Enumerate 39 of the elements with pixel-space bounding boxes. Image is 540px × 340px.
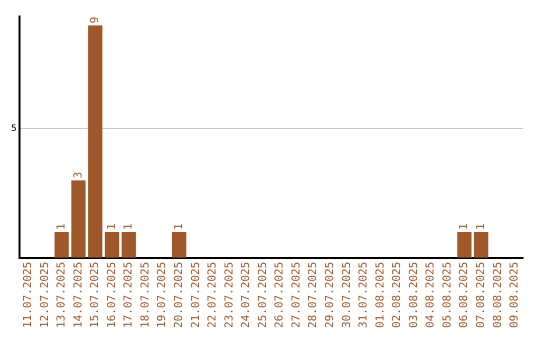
x-tick-label: 14.07.2025 <box>71 262 84 328</box>
data-label: 1 <box>457 223 470 230</box>
x-tick-label: 21.07.2025 <box>188 262 202 328</box>
x-tick-label: 25.07.2025 <box>256 262 269 328</box>
x-tick-label: 30.07.2025 <box>340 262 353 328</box>
x-tick-label: 19.07.2025 <box>155 262 168 328</box>
x-tick-label: 15.07.2025 <box>88 262 102 328</box>
x-tick-label: 31.07.2025 <box>356 262 370 328</box>
x-tick-label: 02.08.2025 <box>390 262 404 328</box>
data-label: 3 <box>71 172 84 178</box>
x-tick-label: 23.07.2025 <box>222 262 236 328</box>
x-tick-label: 17.07.2025 <box>122 262 135 328</box>
x-tick-label: 24.07.2025 <box>239 262 252 328</box>
y-tick-label: 5 <box>10 124 17 134</box>
x-tick-label: 09.08.2025 <box>508 262 521 328</box>
x-tick-label: 04.08.2025 <box>424 262 437 328</box>
data-label: 1 <box>122 223 135 230</box>
data-label: 1 <box>54 223 68 230</box>
x-tick-label: 18.07.2025 <box>138 262 152 328</box>
x-tick-label: 29.07.2025 <box>322 262 336 328</box>
x-tick-label: 05.08.2025 <box>440 262 454 328</box>
x-tick-label: 07.08.2025 <box>474 262 487 328</box>
x-tick-label: 16.07.2025 <box>104 262 118 328</box>
x-tick-label: 11.07.2025 <box>20 262 34 328</box>
x-tick-label: 08.08.2025 <box>490 262 504 328</box>
data-label: 1 <box>474 223 487 230</box>
x-tick-label: 06.08.2025 <box>457 262 470 328</box>
data-label: 1 <box>104 223 118 230</box>
data-label: 9 <box>88 16 102 24</box>
x-tick-label: 26.07.2025 <box>272 262 286 328</box>
x-tick-label: 01.08.2025 <box>373 262 386 328</box>
x-tick-label: 22.07.2025 <box>206 262 219 328</box>
x-tick-label: 13.07.2025 <box>54 262 68 328</box>
x-tick-label: 12.07.2025 <box>38 262 51 328</box>
x-tick-label: 03.08.2025 <box>406 262 420 328</box>
x-tick-label: 28.07.2025 <box>306 262 320 328</box>
data-label: 1 <box>172 223 185 230</box>
x-tick-label: 27.07.2025 <box>289 262 302 328</box>
x-tick-label: 20.07.2025 <box>172 262 185 328</box>
